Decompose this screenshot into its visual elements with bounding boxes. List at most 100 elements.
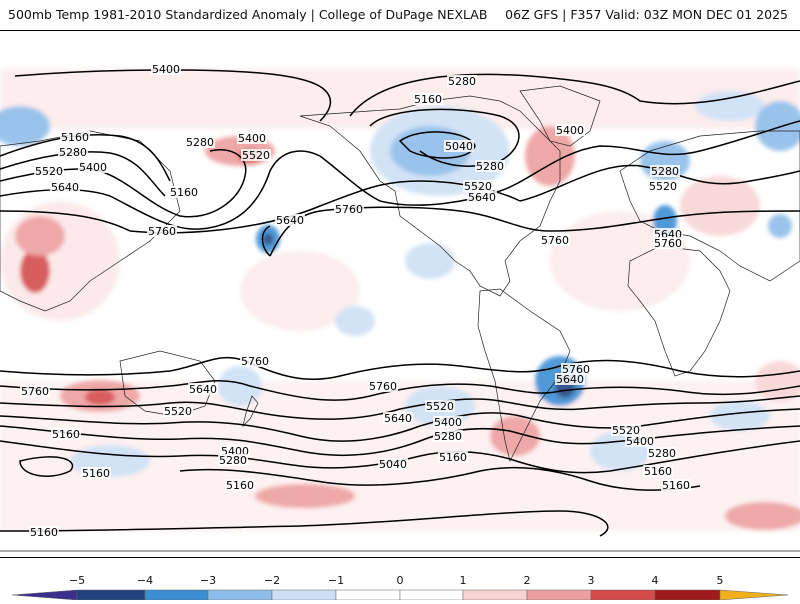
contour-label: 5160 bbox=[61, 131, 89, 144]
contour-label-bg bbox=[447, 75, 477, 87]
map-panel[interactable]: 5400 5280 5160 5160 5280 5400 5520 5400 5040 5280… bbox=[0, 30, 800, 558]
contour-label-bg bbox=[661, 479, 691, 491]
contour-label: 5160 bbox=[52, 428, 80, 441]
legend-swatch bbox=[719, 589, 789, 601]
contour-label: 5160 bbox=[644, 465, 672, 478]
legend-swatch bbox=[462, 589, 528, 601]
contour-label-bg bbox=[378, 458, 408, 470]
legend-colorbar: −5 −4 −3 −2 −1 0 1 2 3 4 5 bbox=[11, 574, 789, 601]
contour-label-bg bbox=[555, 373, 585, 385]
legend-tick-label: 1 bbox=[460, 574, 467, 587]
contour-label-bg bbox=[650, 165, 680, 177]
contour-label: 5640 bbox=[384, 412, 412, 425]
contour-label-bg bbox=[643, 465, 673, 477]
legend-tick-label: 3 bbox=[588, 574, 595, 587]
contour-label: 5520 bbox=[464, 180, 492, 193]
coastlines bbox=[0, 85, 800, 552]
contour-label: 5280 bbox=[476, 160, 504, 173]
color-legend: −5 −4 −3 −2 −1 0 1 2 3 4 5 bbox=[0, 566, 800, 601]
contour-label: 5640 bbox=[468, 191, 496, 204]
contour-label: 5760 bbox=[335, 203, 363, 216]
legend-swatch bbox=[271, 589, 337, 601]
contour-label-bg bbox=[81, 467, 111, 479]
contour-label-bg bbox=[425, 400, 455, 412]
contour-label: 5280 bbox=[434, 430, 462, 443]
contour-label-bg bbox=[241, 149, 271, 161]
legend-swatch bbox=[654, 589, 721, 601]
contour-label-bg bbox=[625, 435, 655, 447]
contour-label-bg bbox=[20, 385, 50, 397]
contour-label-bg bbox=[225, 479, 255, 491]
contour-label-bg bbox=[444, 140, 474, 152]
contour-label: 5520 bbox=[164, 405, 192, 418]
contour-label: 5760 bbox=[562, 363, 590, 376]
contour-label-bg bbox=[163, 405, 193, 417]
contour-label: 5760 bbox=[241, 355, 269, 368]
contour-label-bg bbox=[438, 451, 468, 463]
contour-label: 5400 bbox=[152, 63, 180, 76]
contour-label-bg bbox=[463, 180, 493, 192]
contour-label-bg bbox=[561, 363, 591, 375]
contour-label-bg bbox=[368, 380, 398, 392]
legend-swatch bbox=[11, 589, 78, 601]
contour-label: 5760 bbox=[541, 234, 569, 247]
contour-label-bg bbox=[433, 416, 463, 428]
contour-label: 5760 bbox=[148, 225, 176, 238]
contour-label: 5400 bbox=[79, 161, 107, 174]
contour-label-bg bbox=[653, 237, 683, 249]
contour-label: 5520 bbox=[426, 400, 454, 413]
contour-label-bg bbox=[275, 214, 305, 226]
run-info: 06Z GFS | F357 Valid: 03Z MON DEC 01 202… bbox=[505, 7, 788, 22]
contour-label-bg bbox=[51, 428, 81, 440]
contour-label: 5400 bbox=[556, 124, 584, 137]
map-title: 500mb Temp 1981-2010 Standardized Anomal… bbox=[8, 7, 488, 22]
contour-label-bg bbox=[188, 383, 218, 395]
contour-label: 5160 bbox=[170, 186, 198, 199]
contour-label: 5280 bbox=[651, 165, 679, 178]
contour-label-bg bbox=[555, 124, 585, 136]
contour-label-bg bbox=[611, 424, 641, 436]
contour-label-bg bbox=[60, 131, 90, 143]
contour-label-bg bbox=[185, 136, 215, 148]
contour-label-bg bbox=[240, 355, 270, 367]
contour-label-bg bbox=[648, 180, 678, 192]
contour-label-bg bbox=[151, 63, 181, 75]
contour-label-bg bbox=[334, 203, 364, 215]
contour-label-bg bbox=[647, 447, 677, 459]
contour-label: 5160 bbox=[226, 479, 254, 492]
legend-swatch bbox=[144, 589, 209, 601]
contour-label: 5640 bbox=[189, 383, 217, 396]
contour-label: 5160 bbox=[439, 451, 467, 464]
header: 500mb Temp 1981-2010 Standardized Anomal… bbox=[0, 0, 800, 30]
contour-label: 5280 bbox=[59, 146, 87, 159]
contour-label: 5520 bbox=[242, 149, 270, 162]
contour-label-bg bbox=[34, 165, 64, 177]
contour-label: 5520 bbox=[612, 424, 640, 437]
contour-label: 5520 bbox=[35, 165, 63, 178]
legend-swatch bbox=[399, 589, 464, 601]
contour-label: 5400 bbox=[626, 435, 654, 448]
contour-label: 5400 bbox=[434, 416, 462, 429]
contour-label-bg bbox=[475, 160, 505, 172]
contour-label: 5160 bbox=[662, 479, 690, 492]
legend-tick-label: −2 bbox=[264, 574, 280, 587]
contour-label-bg bbox=[147, 225, 177, 237]
contour-label: 5040 bbox=[445, 140, 473, 153]
contour-label-bg bbox=[58, 146, 88, 158]
contour-label: 5280 bbox=[448, 75, 476, 88]
contour-label: 5280 bbox=[186, 136, 214, 149]
contour-label: 5640 bbox=[556, 373, 584, 386]
legend-tick-label: 0 bbox=[397, 574, 404, 587]
legend-tick-label: 5 bbox=[717, 574, 724, 587]
legend-swatch bbox=[207, 589, 273, 601]
legend-tick-label: 2 bbox=[524, 574, 531, 587]
legend-tick-label: 4 bbox=[652, 574, 659, 587]
contour-label: 5280 bbox=[219, 454, 247, 467]
legend-tick-label: −1 bbox=[328, 574, 344, 587]
contour-label: 5760 bbox=[21, 385, 49, 398]
contour-label-bg bbox=[169, 186, 199, 198]
contour-label-bg bbox=[540, 234, 570, 246]
contour-label-bg bbox=[413, 93, 443, 105]
